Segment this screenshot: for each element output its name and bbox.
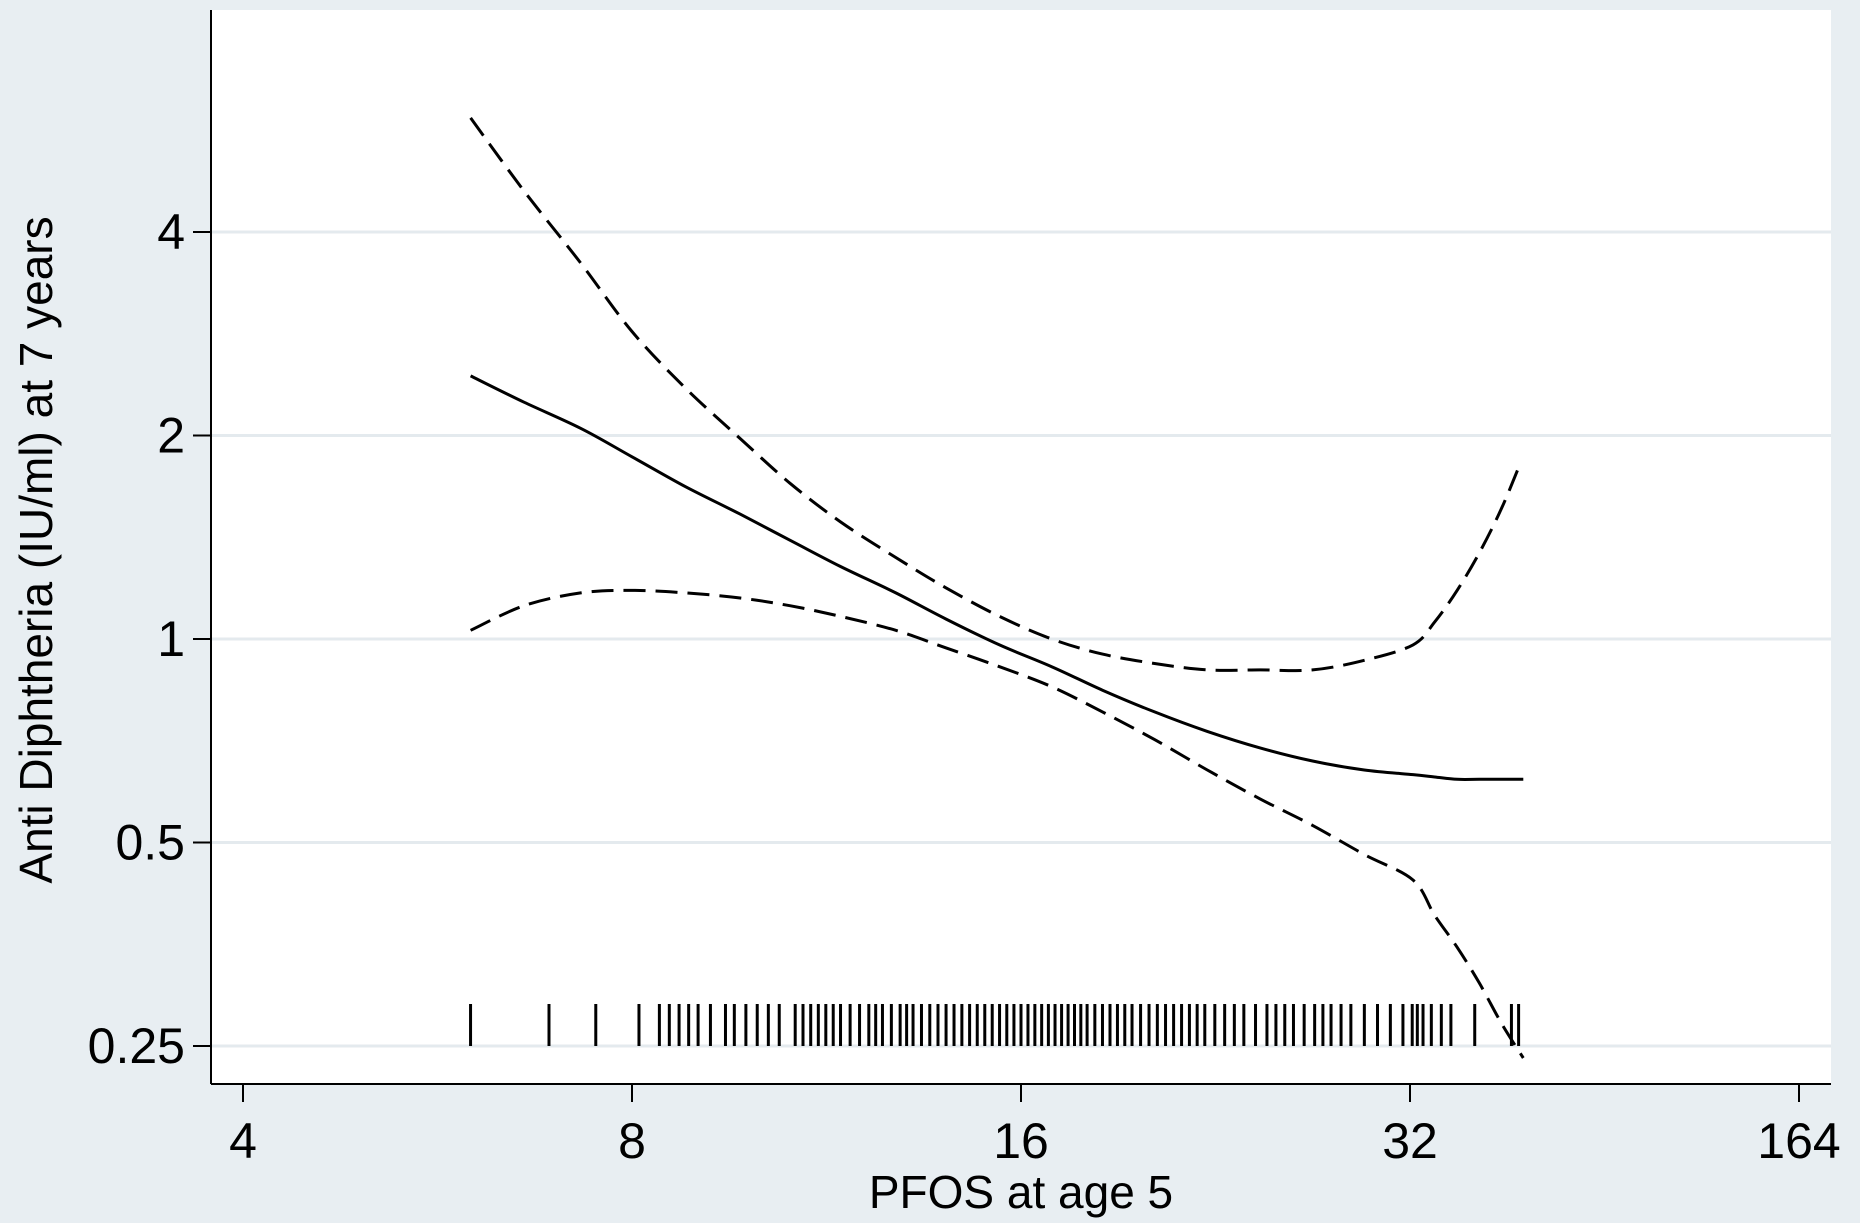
y-tick-label: 4 bbox=[157, 204, 185, 260]
x-tick-label: 4 bbox=[229, 1113, 257, 1169]
x-tick-label: 8 bbox=[618, 1113, 646, 1169]
series-line-estimate bbox=[469, 374, 1524, 781]
grid bbox=[211, 230, 1831, 1048]
x-tick-label: 32 bbox=[1382, 1113, 1438, 1169]
x-tick-label: 164 bbox=[1757, 1113, 1840, 1169]
y-tick-label: 2 bbox=[157, 408, 185, 464]
rug-plot bbox=[469, 1004, 1521, 1046]
y-tick-label: 0.5 bbox=[115, 815, 185, 871]
x-axis-ticks: 4 8 16 32 164 bbox=[229, 1084, 1841, 1169]
y-tick-label: 1 bbox=[157, 611, 185, 667]
series-line-upper-ci bbox=[469, 117, 1523, 673]
series-group bbox=[469, 117, 1525, 1059]
y-axis-ticks: 0.25 0.5 1 2 4 bbox=[88, 204, 211, 1074]
y-tick-label: 0.25 bbox=[88, 1018, 185, 1074]
y-axis-title: Anti Diphtheria (IU/ml) at 7 years bbox=[10, 216, 62, 883]
plot-area bbox=[211, 10, 1831, 1084]
series-line-lower-ci bbox=[469, 588, 1525, 1059]
x-axis-title: PFOS at age 5 bbox=[869, 1166, 1173, 1218]
x-tick-label: 16 bbox=[993, 1113, 1049, 1169]
